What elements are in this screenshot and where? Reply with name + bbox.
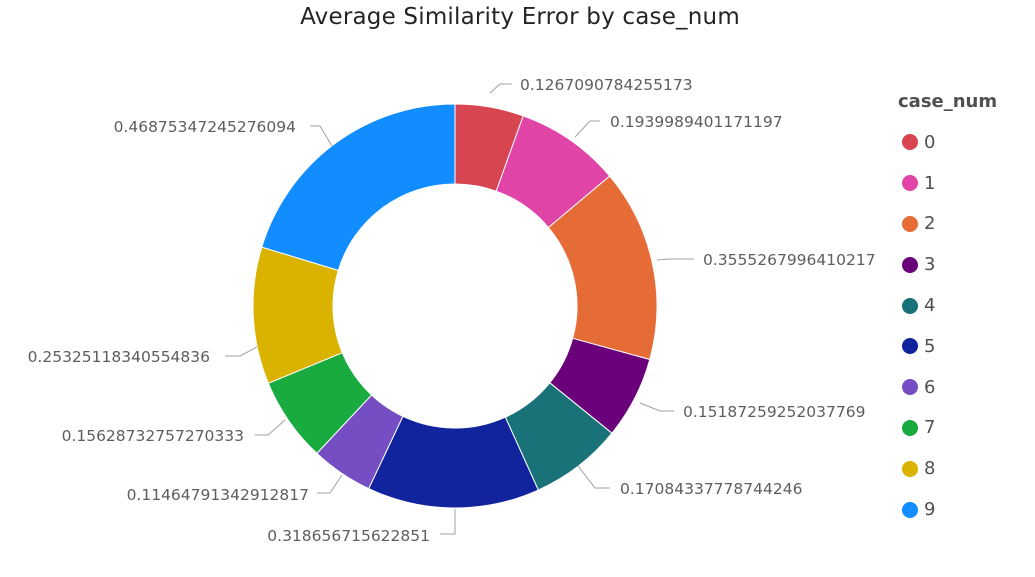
legend-item-6[interactable]: 6 [898, 367, 997, 408]
leader-line-case-9 [310, 125, 333, 147]
legend-label-1: 1 [924, 172, 936, 194]
legend-swatch-0 [902, 134, 918, 151]
legend-label-0: 0 [924, 131, 936, 153]
leader-line-case-8 [225, 346, 258, 357]
legend-label-9: 9 [924, 499, 936, 521]
legend-item-5[interactable]: 5 [898, 326, 997, 367]
data-label-case-4: 0.17084337778744246 [620, 480, 802, 498]
leader-line-case-1 [574, 120, 600, 138]
legend-item-4[interactable]: 4 [898, 285, 997, 326]
legend-label-4: 4 [924, 295, 936, 317]
legend-swatch-3 [902, 256, 918, 273]
legend-label-6: 6 [924, 376, 936, 398]
legend: case_num 0 1 2 3 4 5 6 7 8 9 [898, 91, 997, 530]
legend-swatch-4 [902, 297, 918, 314]
legend-swatch-6 [902, 379, 918, 396]
legend-item-8[interactable]: 8 [898, 448, 997, 489]
legend-label-7: 7 [924, 417, 936, 439]
data-label-case-8: 0.25325118340554836 [28, 348, 210, 366]
legend-swatch-9 [902, 501, 918, 518]
data-label-case-9: 0.46875347245276094 [114, 118, 296, 136]
data-label-case-3: 0.15187259252037769 [683, 403, 865, 421]
legend-title: case_num [898, 91, 998, 112]
legend-swatch-1 [902, 175, 918, 192]
data-label-case-5: 0.318656715622851 [267, 527, 430, 545]
leader-line-case-7 [255, 419, 286, 436]
leader-line-case-3 [639, 402, 674, 412]
leader-line-case-2 [656, 258, 694, 261]
data-label-case-7: 0.15628732757270333 [62, 427, 244, 445]
data-label-case-6: 0.11464791342912817 [127, 486, 309, 504]
legend-items: 0 1 2 3 4 5 6 7 8 9 [898, 122, 997, 530]
legend-label-2: 2 [924, 213, 936, 235]
legend-item-0[interactable]: 0 [898, 122, 997, 163]
legend-label-8: 8 [924, 458, 936, 480]
legend-item-9[interactable]: 9 [898, 489, 997, 530]
leader-line-case-5 [440, 509, 456, 535]
legend-label-3: 3 [924, 254, 936, 276]
leader-line-case-6 [317, 474, 343, 494]
data-label-case-0: 0.1267090784255173 [520, 76, 693, 94]
legend-item-3[interactable]: 3 [898, 244, 997, 285]
legend-item-2[interactable]: 2 [898, 204, 997, 245]
legend-swatch-8 [902, 460, 918, 477]
chart-title: Average Similarity Error by case_num [300, 4, 740, 30]
leader-line-case-4 [577, 465, 610, 489]
leader-line-case-0 [489, 83, 512, 94]
data-label-case-1: 0.1939989401171197 [610, 113, 783, 131]
slice-case-9[interactable] [261, 103, 456, 272]
legend-item-7[interactable]: 7 [898, 408, 997, 449]
legend-swatch-7 [902, 419, 918, 436]
legend-swatch-5 [902, 338, 918, 355]
legend-item-1[interactable]: 1 [898, 163, 997, 204]
legend-swatch-2 [902, 215, 918, 232]
data-label-case-2: 0.3555267996410217 [703, 251, 876, 269]
legend-label-5: 5 [924, 335, 936, 357]
